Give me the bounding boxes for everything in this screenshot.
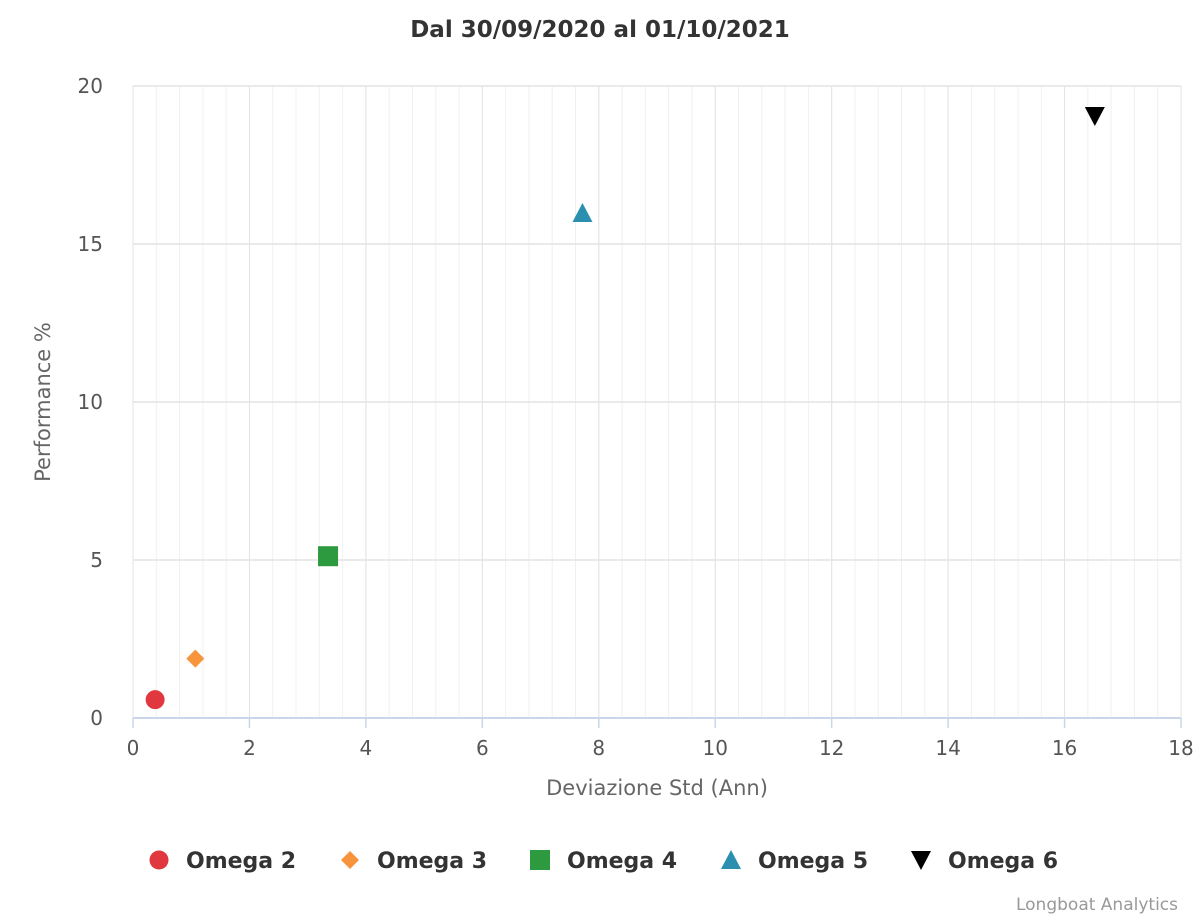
y-tick-label: 0 <box>90 706 103 730</box>
legend-label: Omega 2 <box>186 849 296 874</box>
x-tick-label: 2 <box>243 736 256 760</box>
data-points <box>145 107 1105 710</box>
data-point[interactable] <box>186 649 205 668</box>
legend-label: Omega 3 <box>377 849 487 874</box>
legend-marker[interactable] <box>530 850 550 870</box>
legend-label: Omega 4 <box>567 849 677 874</box>
legend-item[interactable]: Omega 2 <box>149 849 297 874</box>
legend-marker[interactable] <box>911 851 931 870</box>
x-tick-label: 0 <box>127 736 140 760</box>
y-tick-label: 15 <box>78 232 103 256</box>
legend-item[interactable]: Omega 4 <box>530 849 677 874</box>
x-tick-label: 12 <box>819 736 844 760</box>
grid-lines <box>132 85 1182 718</box>
legend-marker[interactable] <box>341 851 359 869</box>
x-tick-label: 16 <box>1052 736 1077 760</box>
legend: Omega 2 Omega 3 Omega 4 Omega 5 Omega 6 <box>149 849 1058 874</box>
y-tick-label: 5 <box>90 548 103 572</box>
legend-marker[interactable] <box>149 850 169 870</box>
x-axis-title: Deviazione Std (Ann) <box>546 776 768 800</box>
legend-marker[interactable] <box>721 850 741 869</box>
legend-label: Omega 6 <box>948 849 1058 874</box>
x-tick-label: 4 <box>360 736 373 760</box>
chart-title: Dal 30/09/2020 al 01/10/2021 <box>410 17 790 43</box>
legend-item[interactable]: Omega 5 <box>721 849 868 874</box>
y-tick-label: 20 <box>78 74 103 98</box>
x-tick-label: 10 <box>702 736 727 760</box>
data-point[interactable] <box>145 690 165 710</box>
data-point[interactable] <box>572 203 593 223</box>
y-axis-title: Performance % <box>31 322 55 482</box>
axes: 0 2 4 6 8 10 12 14 16 18 0 5 10 15 20 <box>78 74 1194 760</box>
data-point[interactable] <box>318 546 339 567</box>
x-tick-label: 18 <box>1168 736 1193 760</box>
x-tick-label: 6 <box>476 736 489 760</box>
legend-item[interactable]: Omega 3 <box>341 849 487 874</box>
credits-text[interactable]: Longboat Analytics <box>1016 895 1178 915</box>
legend-label: Omega 5 <box>758 849 868 874</box>
x-tick-label: 14 <box>935 736 960 760</box>
y-tick-label: 10 <box>78 390 103 414</box>
data-point[interactable] <box>1084 107 1105 127</box>
legend-item[interactable]: Omega 6 <box>911 849 1058 874</box>
x-tick-label: 8 <box>592 736 605 760</box>
